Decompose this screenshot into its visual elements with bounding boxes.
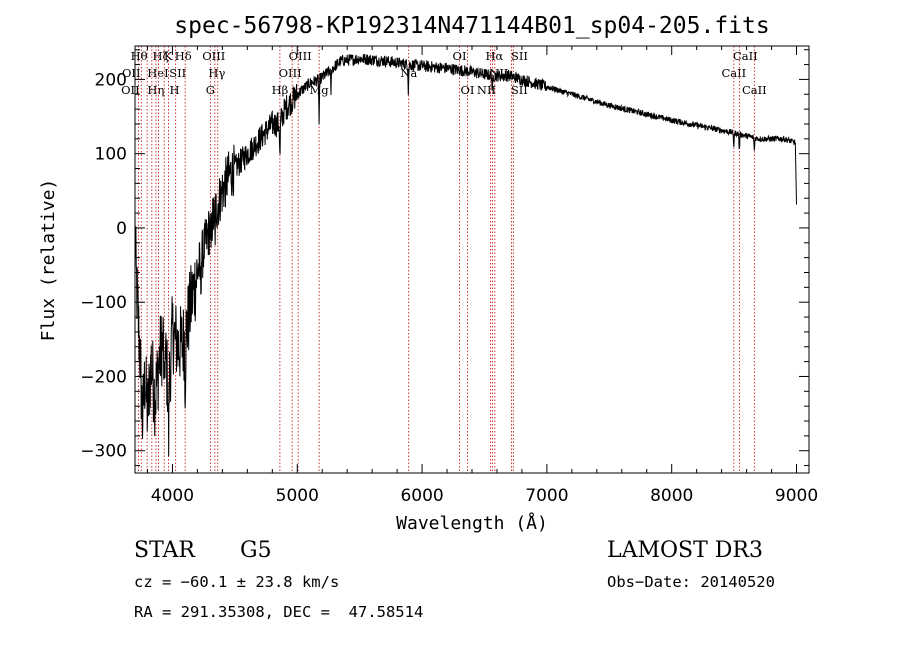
line-label-9: Hδ bbox=[175, 49, 192, 63]
coordinates: RA = 291.35308, DEC = 47.58514 bbox=[134, 603, 424, 621]
line-label-19: OI bbox=[461, 83, 475, 97]
line-label-12: OIII bbox=[202, 49, 225, 63]
survey-name: LAMOST DR3 bbox=[607, 538, 763, 563]
line-label-24: SII bbox=[511, 83, 528, 97]
line-label-8: SII bbox=[169, 66, 186, 80]
plot-frame bbox=[134, 45, 810, 474]
line-label-15: OIII bbox=[289, 49, 312, 63]
x-tick-label-3: 7000 bbox=[525, 486, 568, 506]
line-label-4: HeI bbox=[147, 66, 168, 80]
x-tick-label-2: 6000 bbox=[400, 486, 443, 506]
line-label-10: G bbox=[206, 83, 215, 97]
x-axis-ticks: 4000 5000 6000 7000 8000 9000 bbox=[146, 46, 818, 506]
x-tick-label-4: 8000 bbox=[650, 486, 693, 506]
observation-date: Obs−Date: 20140520 bbox=[607, 573, 775, 591]
y-tick-label-4: 100 bbox=[95, 145, 127, 165]
line-label-7: H bbox=[170, 83, 180, 97]
y-axis-ticks: −300 −200 −100 0 100 200 bbox=[80, 49, 809, 467]
line-label-23: SII bbox=[511, 49, 528, 63]
x-axis-label: Wavelength (Å) bbox=[396, 512, 548, 534]
line-label-5: Hζ bbox=[152, 49, 168, 63]
spectral-line-markers: OIIOIIHθHηHeIHζKHSIIHδGHγOIIIHβOIIIOIIIM… bbox=[121, 46, 767, 473]
line-label-26: CaII bbox=[733, 49, 758, 63]
object-type: STAR bbox=[134, 538, 195, 563]
line-label-2: Hθ bbox=[131, 49, 148, 63]
line-label-20: NII bbox=[477, 83, 496, 97]
line-label-27: CaII bbox=[742, 83, 767, 97]
line-label-6: K bbox=[164, 49, 173, 63]
y-tick-label-3: 0 bbox=[116, 219, 127, 239]
spectrum-line bbox=[134, 53, 797, 457]
line-label-21: Hα bbox=[485, 49, 503, 63]
object-subclass: G5 bbox=[240, 538, 272, 563]
y-tick-label-1: −200 bbox=[80, 367, 127, 387]
spectrum-layer bbox=[134, 53, 797, 457]
line-label-1: OII bbox=[122, 66, 141, 80]
line-label-18: OI bbox=[453, 49, 467, 63]
line-label-11: Hγ bbox=[208, 66, 225, 80]
redshift-readout: cz = −60.1 ± 23.8 km/s bbox=[134, 573, 340, 591]
line-label-3: Hη bbox=[147, 83, 164, 97]
line-label-14: OIII bbox=[279, 66, 302, 80]
y-tick-label-2: −100 bbox=[80, 293, 127, 313]
y-tick-label-0: −300 bbox=[80, 442, 127, 462]
x-tick-label-0: 4000 bbox=[151, 486, 194, 506]
y-axis-label: Flux (relative) bbox=[38, 179, 59, 342]
x-tick-label-1: 5000 bbox=[276, 486, 319, 506]
y-tick-label-5: 200 bbox=[95, 70, 127, 90]
line-label-13: Hβ bbox=[272, 83, 289, 97]
chart-title: spec-56798-KP192314N471144B01_sp04-205.f… bbox=[174, 13, 769, 39]
x-tick-label-5: 9000 bbox=[775, 486, 818, 506]
line-label-25: CaII bbox=[721, 66, 746, 80]
